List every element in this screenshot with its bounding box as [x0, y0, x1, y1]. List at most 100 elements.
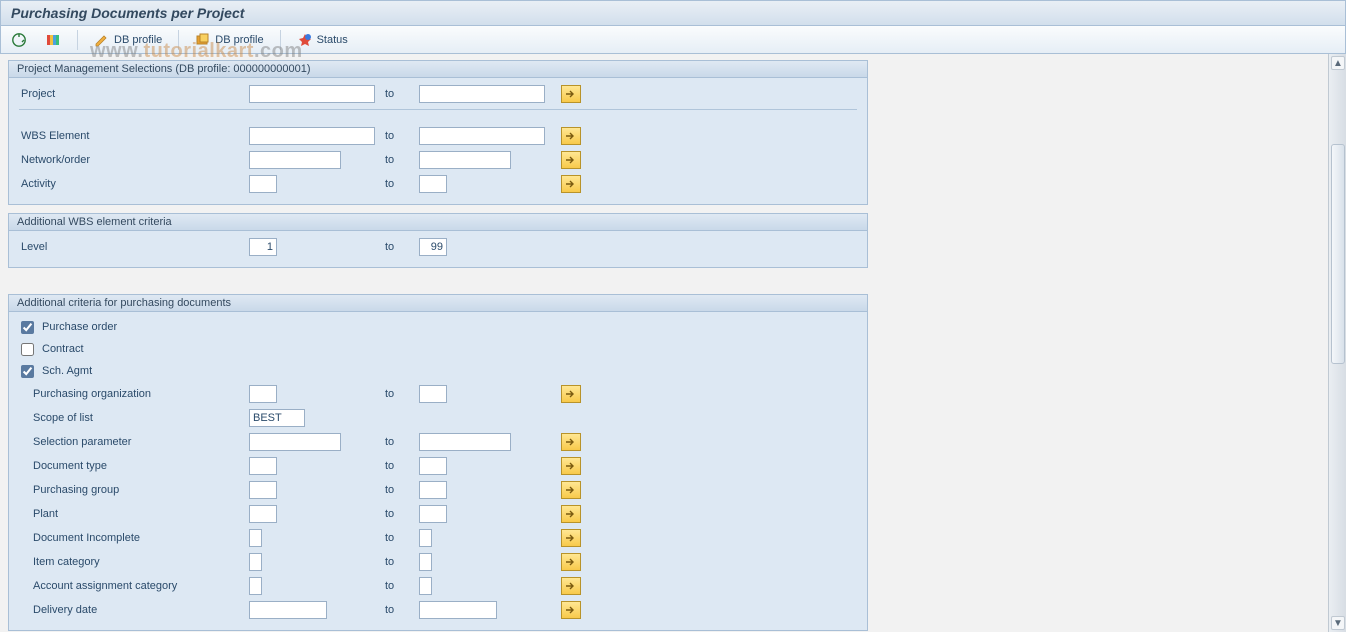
docinc-label: Document Incomplete — [19, 532, 249, 544]
row-pgroup: Purchasing group to — [19, 478, 857, 502]
toolbar-separator — [77, 30, 78, 50]
purch-org-from-input[interactable] — [249, 385, 277, 403]
status-label: Status — [317, 34, 348, 46]
project-multiple-button[interactable] — [561, 85, 581, 103]
vertical-scrollbar[interactable]: ▲ ▼ — [1328, 54, 1346, 632]
row-activity: Activity to — [19, 172, 857, 196]
purchase-order-checkbox[interactable] — [21, 321, 34, 334]
itemcat-label: Item category — [19, 556, 249, 568]
to-label: to — [379, 154, 419, 166]
to-label: to — [379, 241, 419, 253]
scope-input[interactable] — [249, 409, 305, 427]
network-multiple-button[interactable] — [561, 151, 581, 169]
pgroup-label: Purchasing group — [19, 484, 249, 496]
pgroup-from-input[interactable] — [249, 481, 277, 499]
row-scope: Scope of list — [19, 406, 857, 430]
plant-to-input[interactable] — [419, 505, 447, 523]
contract-checkbox[interactable] — [21, 343, 34, 356]
variant-button[interactable] — [41, 30, 65, 50]
row-doctype: Document type to — [19, 454, 857, 478]
plant-from-input[interactable] — [249, 505, 277, 523]
acct-from-input[interactable] — [249, 577, 262, 595]
purchase-order-label: Purchase order — [40, 321, 117, 333]
execute-icon — [11, 32, 27, 48]
contract-label: Contract — [40, 343, 84, 355]
row-purch-org: Purchasing organization to — [19, 382, 857, 406]
docinc-from-input[interactable] — [249, 529, 262, 547]
docinc-multiple-button[interactable] — [561, 529, 581, 547]
activity-to-input[interactable] — [419, 175, 447, 193]
itemcat-multiple-button[interactable] — [561, 553, 581, 571]
group-project-management: Project Management Selections (DB profil… — [8, 60, 868, 205]
profile-icon — [195, 32, 211, 48]
plant-multiple-button[interactable] — [561, 505, 581, 523]
deldate-from-input[interactable] — [249, 601, 327, 619]
wbs-from-input[interactable] — [249, 127, 375, 145]
deldate-to-input[interactable] — [419, 601, 497, 619]
deldate-label: Delivery date — [19, 604, 249, 616]
scroll-up-icon[interactable]: ▲ — [1331, 56, 1345, 70]
sel-param-label: Selection parameter — [19, 436, 249, 448]
docinc-to-input[interactable] — [419, 529, 432, 547]
purch-org-multiple-button[interactable] — [561, 385, 581, 403]
level-to-input[interactable] — [419, 238, 447, 256]
doctype-to-input[interactable] — [419, 457, 447, 475]
activity-from-input[interactable] — [249, 175, 277, 193]
sched-agmt-label: Sch. Agmt — [40, 365, 92, 377]
execute-button[interactable] — [7, 30, 31, 50]
network-to-input[interactable] — [419, 151, 511, 169]
plant-label: Plant — [19, 508, 249, 520]
to-label: to — [379, 88, 419, 100]
group-purchasing-criteria: Additional criteria for purchasing docum… — [8, 294, 868, 631]
pencil-icon — [94, 32, 110, 48]
sched-agmt-checkbox[interactable] — [21, 365, 34, 378]
sel-param-to-input[interactable] — [419, 433, 511, 451]
to-label: to — [379, 388, 419, 400]
doctype-label: Document type — [19, 460, 249, 472]
doctype-from-input[interactable] — [249, 457, 277, 475]
row-project: Project to — [19, 82, 857, 110]
row-docinc: Document Incomplete to — [19, 526, 857, 550]
level-from-input[interactable] — [249, 238, 277, 256]
page-title: Purchasing Documents per Project — [0, 0, 1346, 26]
deldate-multiple-button[interactable] — [561, 601, 581, 619]
project-to-input[interactable] — [419, 85, 545, 103]
pgroup-multiple-button[interactable] — [561, 481, 581, 499]
itemcat-to-input[interactable] — [419, 553, 432, 571]
to-label: to — [379, 436, 419, 448]
wbs-to-input[interactable] — [419, 127, 545, 145]
to-label: to — [379, 484, 419, 496]
to-label: to — [379, 130, 419, 142]
itemcat-from-input[interactable] — [249, 553, 262, 571]
db-profile-edit-button[interactable]: DB profile — [90, 30, 166, 50]
to-label: to — [379, 604, 419, 616]
group-title: Additional WBS element criteria — [9, 214, 867, 231]
activity-label: Activity — [19, 178, 249, 190]
rainbow-icon — [45, 32, 61, 48]
network-from-input[interactable] — [249, 151, 341, 169]
db-profile-get-button[interactable]: DB profile — [191, 30, 267, 50]
doctype-multiple-button[interactable] — [561, 457, 581, 475]
purch-org-to-input[interactable] — [419, 385, 447, 403]
pgroup-to-input[interactable] — [419, 481, 447, 499]
row-deldate: Delivery date to — [19, 598, 857, 622]
db-profile-get-label: DB profile — [215, 34, 263, 46]
group-wbs-criteria: Additional WBS element criteria Level to — [8, 213, 868, 268]
acct-multiple-button[interactable] — [561, 577, 581, 595]
row-network: Network/order to — [19, 148, 857, 172]
sel-param-from-input[interactable] — [249, 433, 341, 451]
status-button[interactable]: Status — [293, 30, 352, 50]
acct-label: Account assignment category — [19, 580, 249, 592]
group-title: Additional criteria for purchasing docum… — [9, 295, 867, 312]
acct-to-input[interactable] — [419, 577, 432, 595]
scroll-thumb[interactable] — [1331, 144, 1345, 364]
toolbar-separator — [280, 30, 281, 50]
row-sel-param: Selection parameter to — [19, 430, 857, 454]
toolbar: DB profile DB profile Status — [0, 26, 1346, 54]
sel-param-multiple-button[interactable] — [561, 433, 581, 451]
row-acct: Account assignment category to — [19, 574, 857, 598]
scroll-down-icon[interactable]: ▼ — [1331, 616, 1345, 630]
project-from-input[interactable] — [249, 85, 375, 103]
activity-multiple-button[interactable] — [561, 175, 581, 193]
wbs-multiple-button[interactable] — [561, 127, 581, 145]
